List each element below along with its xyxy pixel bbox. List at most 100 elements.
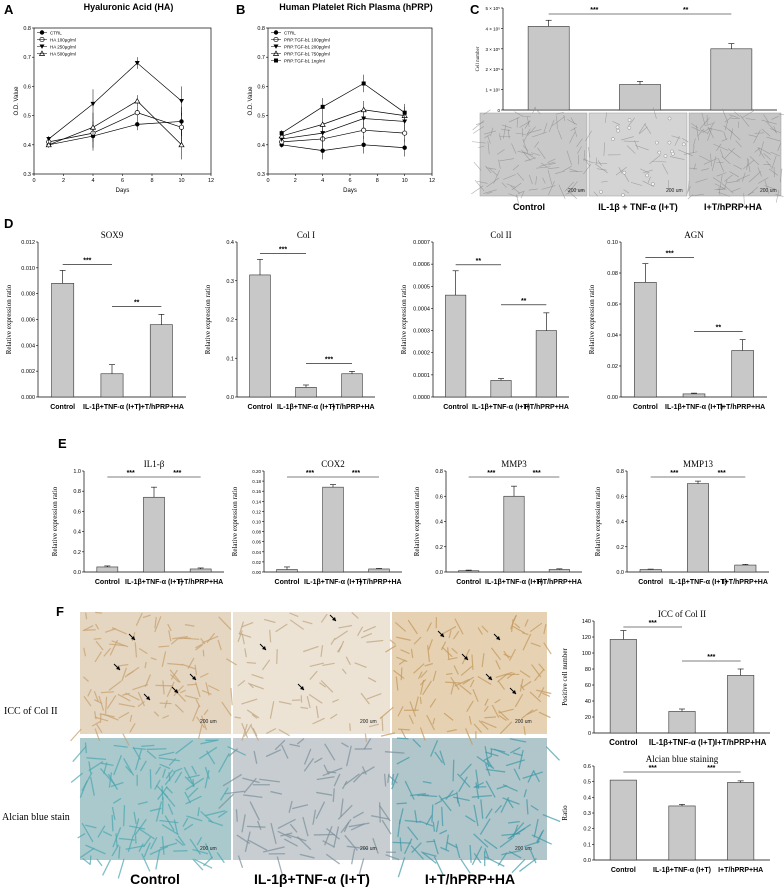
data-point	[134, 97, 141, 104]
cell-texture	[473, 161, 482, 171]
stain-texture	[158, 757, 180, 762]
cell-texture	[543, 122, 548, 134]
stain-texture	[122, 733, 130, 746]
stain-texture	[201, 715, 208, 731]
bar	[609, 639, 637, 734]
y-tick-label: 0.10	[252, 520, 261, 525]
stain-texture	[495, 671, 513, 679]
y-tick-label: 1 × 10⁵	[485, 88, 500, 93]
cell-texture	[507, 129, 510, 139]
data-point	[134, 61, 140, 66]
cell-texture	[721, 183, 734, 194]
cell-texture	[748, 171, 762, 183]
y-axis-label: Relative expression ratio	[400, 284, 408, 354]
stain-texture	[85, 824, 97, 829]
stain-texture	[150, 657, 157, 661]
cell-texture	[695, 178, 708, 183]
stain-texture	[394, 621, 407, 632]
stain-texture	[133, 811, 137, 824]
stain-texture	[459, 684, 472, 695]
category-label: IL-1β+TNF-α (I+T)	[277, 404, 335, 411]
data-point	[135, 122, 140, 127]
stain-texture	[283, 838, 298, 847]
stain-texture	[241, 621, 254, 628]
stain-texture	[312, 717, 325, 725]
stain-texture	[400, 729, 407, 739]
y-tick-label: 0.8	[616, 469, 624, 475]
hyaluronic-acid-line-chart: Hyaluronic Acid (HA) 0 2 4 6 8 10 12 0.3 0.4 0.5 0.…	[14, 2, 214, 194]
scale-bar-label: 200 um	[200, 719, 217, 725]
y-tick-label: 3 × 10⁵	[485, 47, 500, 52]
y-tick-label: 0.0002	[413, 351, 430, 357]
stain-texture	[486, 759, 493, 768]
data-point	[402, 145, 407, 150]
stain-texture	[422, 680, 432, 696]
cell-texture	[667, 116, 672, 121]
col2-bar-chart: Col II 0.0000 0.0001 0.0002 0.0003 0.0004 0.00…	[400, 230, 569, 411]
stain-texture	[324, 825, 333, 846]
y-tick-label: 0.4	[23, 143, 31, 149]
significance-label: **	[476, 258, 482, 265]
cell-texture	[647, 176, 651, 184]
bar	[619, 84, 661, 111]
stain-texture	[111, 806, 116, 821]
stain-texture	[143, 842, 151, 858]
stain-texture	[103, 713, 119, 721]
stain-texture	[334, 630, 348, 641]
stain-texture	[167, 803, 174, 815]
stain-texture	[200, 637, 206, 645]
y-tick-label: 0.4	[435, 520, 443, 526]
stain-texture	[320, 613, 328, 623]
bar	[731, 350, 754, 398]
stain-texture	[400, 667, 403, 681]
stain-texture	[159, 763, 171, 770]
category-label: Control	[248, 404, 273, 411]
stain-texture	[341, 780, 348, 790]
micrograph-label-it-hprp-ha: I+T/hPRP+HA	[704, 202, 763, 212]
stain-texture	[502, 797, 520, 805]
cell-texture	[483, 189, 497, 194]
cell-texture	[712, 177, 721, 183]
stain-texture	[270, 822, 277, 845]
cell-texture	[516, 117, 519, 128]
y-tick-label: 0.000	[21, 395, 35, 401]
y-tick-label: 0.6	[23, 84, 31, 90]
stain-texture	[181, 663, 196, 670]
cell-texture	[655, 140, 659, 145]
cell-texture	[692, 193, 704, 197]
bar	[322, 486, 344, 573]
y-tick-label: 0.08	[252, 530, 261, 535]
cell-texture	[743, 193, 745, 205]
significance-label: ***	[83, 257, 91, 264]
stain-texture	[94, 716, 109, 722]
cell-texture	[548, 162, 556, 166]
stain-texture	[326, 827, 341, 840]
stain-texture	[485, 780, 496, 798]
stain-texture	[480, 799, 484, 819]
cell-texture	[724, 147, 735, 160]
data-point	[178, 124, 185, 130]
stain-texture	[111, 814, 114, 832]
x-axis-label: Days	[116, 188, 130, 194]
bar	[100, 373, 124, 398]
stain-texture	[153, 711, 160, 717]
stain-texture	[466, 700, 474, 713]
y-tick-label: 0.0	[73, 570, 81, 576]
bar	[548, 569, 570, 573]
stain-texture	[473, 833, 489, 848]
cell-texture	[516, 172, 525, 181]
cell-texture	[707, 127, 713, 142]
stain-texture	[320, 645, 324, 657]
stain-texture	[256, 820, 262, 830]
stain-texture	[201, 689, 212, 695]
stain-texture	[309, 670, 318, 680]
stain-texture	[88, 761, 92, 774]
stain-texture	[144, 661, 147, 669]
stain-texture	[439, 750, 446, 766]
data-point	[134, 110, 140, 116]
cell-texture	[642, 169, 653, 174]
stain-texture	[146, 748, 167, 751]
cell-texture	[474, 180, 485, 192]
y-tick-label: 0.3	[583, 811, 591, 817]
cell-texture	[514, 111, 523, 117]
